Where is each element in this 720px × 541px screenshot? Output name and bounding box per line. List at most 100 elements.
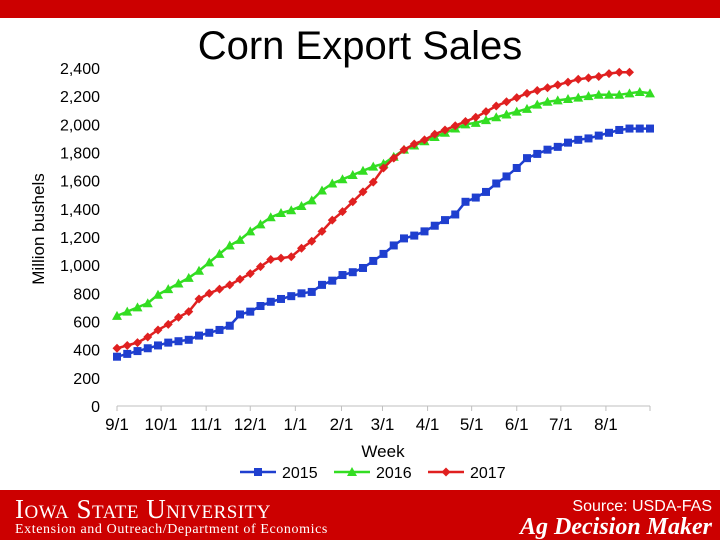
data-point-2017	[502, 97, 511, 107]
data-point-2015	[143, 344, 152, 353]
data-point-2016	[542, 96, 553, 106]
chart-title: Corn Export Sales	[197, 24, 523, 68]
x-tick-label: 3/1	[371, 415, 395, 434]
data-point-2015	[307, 287, 316, 296]
x-tick-label: 1/1	[284, 415, 308, 434]
data-point-2015	[471, 193, 480, 202]
data-point-2015	[523, 154, 531, 163]
footer-banner	[0, 490, 720, 540]
data-point-2017	[307, 236, 317, 246]
x-tick-label: 11/1	[190, 415, 222, 434]
data-point-2016	[245, 226, 256, 236]
data-point-2017	[379, 163, 388, 173]
brand-text: Ag Decision Maker	[520, 514, 712, 540]
data-point-2015	[635, 124, 644, 133]
data-point-2016	[552, 95, 563, 105]
data-point-2017	[153, 325, 163, 335]
data-point-2015	[287, 292, 296, 301]
data-point-2015	[318, 280, 326, 289]
legend-label-2017: 2017	[470, 465, 506, 482]
series-2016	[112, 86, 655, 320]
x-tick-label: 12/1	[234, 415, 267, 434]
y-tick-label: 1,000	[60, 258, 100, 275]
data-point-2017	[491, 101, 501, 111]
data-point-2015	[164, 338, 173, 347]
data-point-2016	[163, 284, 174, 294]
data-point-2015	[328, 276, 337, 285]
data-point-2015	[277, 294, 285, 303]
data-point-2017	[420, 135, 429, 145]
data-point-2017	[594, 71, 604, 81]
data-point-2015	[420, 227, 429, 236]
data-point-2015	[482, 187, 490, 196]
chart-canvas: 0 200 400 600 800 1,000 1,200 1,400 1,600 1,800 2,…	[29, 61, 655, 482]
y-tick-label: 2,000	[60, 117, 100, 134]
data-point-2016	[142, 298, 153, 308]
data-point-2015	[123, 349, 132, 358]
data-point-2015	[389, 241, 398, 250]
y-tick-label: 400	[73, 343, 100, 360]
data-point-2017	[204, 288, 214, 298]
data-point-2016	[286, 205, 297, 215]
y-tick-label: 200	[73, 371, 100, 388]
data-point-2017	[368, 177, 378, 187]
data-point-2017	[348, 197, 358, 207]
data-point-2016	[532, 99, 543, 109]
data-point-2016	[224, 240, 235, 250]
x-tick-label: 7/1	[549, 415, 573, 434]
data-point-2016	[337, 174, 348, 184]
data-point-2017	[133, 338, 142, 348]
y-tick-label: 1,600	[60, 174, 100, 191]
legend-marker-2016	[347, 467, 357, 476]
data-point-2015	[215, 325, 224, 334]
data-point-2017	[573, 74, 583, 84]
data-point-2017	[532, 86, 542, 96]
data-point-2015	[205, 328, 214, 337]
data-point-2016	[358, 165, 368, 175]
data-point-2016	[317, 185, 327, 195]
data-point-2016	[614, 89, 625, 99]
data-point-2016	[296, 201, 307, 211]
data-point-2015	[625, 124, 634, 133]
data-point-2015	[594, 131, 603, 140]
data-point-2017	[481, 107, 491, 117]
data-point-2016	[255, 219, 266, 229]
data-point-2015	[615, 125, 624, 134]
data-point-2017	[122, 340, 132, 350]
data-point-2017	[245, 269, 255, 279]
data-point-2015	[174, 337, 183, 346]
data-point-2015	[154, 341, 162, 350]
data-point-2017	[604, 69, 614, 79]
series-2017	[112, 67, 634, 353]
data-point-2017	[317, 226, 327, 236]
data-point-2017	[276, 253, 286, 263]
data-point-2016	[501, 109, 512, 119]
y-tick-label: 600	[73, 315, 100, 332]
data-point-2017	[461, 117, 470, 127]
x-tick-label: 9/1	[105, 415, 129, 434]
y-tick-label: 2,400	[60, 61, 100, 78]
x-tick-label: 4/1	[416, 415, 440, 434]
university-logo-text: Iowa State University	[15, 494, 271, 524]
data-point-2015	[236, 310, 244, 319]
data-point-2015	[266, 297, 275, 306]
data-point-2016	[481, 115, 491, 125]
data-point-2017	[266, 255, 276, 265]
data-point-2015	[533, 149, 542, 158]
x-tick-label: 5/1	[460, 415, 484, 434]
data-point-2015	[348, 268, 357, 277]
data-point-2016	[511, 106, 522, 116]
data-point-2017	[440, 125, 450, 135]
data-point-2017	[112, 343, 122, 353]
legend-label-2016: 2016	[376, 465, 412, 482]
data-point-2017	[358, 187, 368, 197]
y-tick-label: 800	[73, 286, 100, 303]
data-point-2015	[512, 163, 521, 172]
data-point-2017	[163, 319, 173, 329]
data-point-2017	[215, 284, 224, 294]
data-point-2015	[564, 138, 572, 147]
legend-marker-2015	[254, 468, 262, 476]
data-point-2016	[122, 306, 133, 316]
data-point-2017	[327, 215, 337, 225]
data-point-2016	[583, 91, 594, 101]
